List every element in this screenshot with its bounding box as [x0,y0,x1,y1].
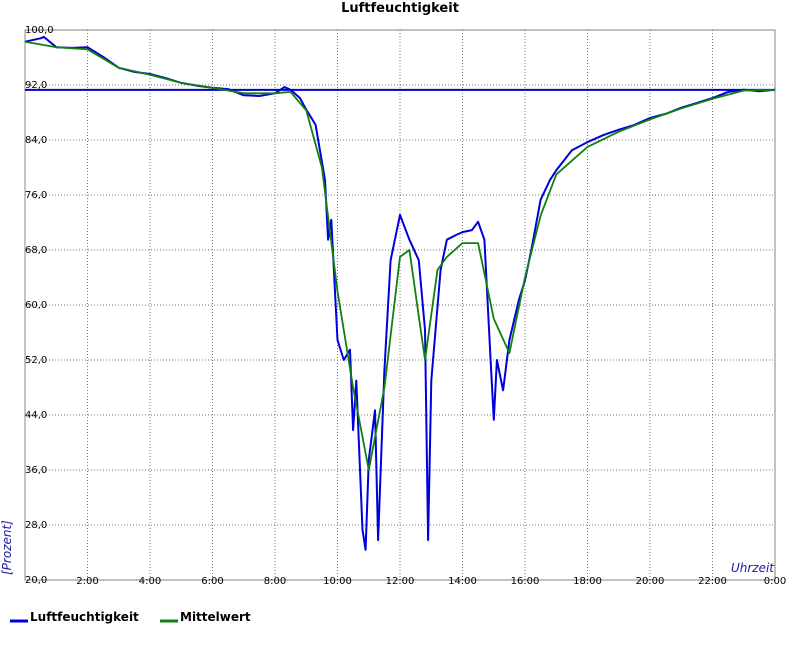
x-tick-label: 0:00 [764,576,786,587]
y-tick-label: 60,0 [25,300,47,311]
data-line [24,35,776,551]
x-tick-label: 12:00 [386,576,415,587]
x-tick-label: 6:00 [201,576,223,587]
y-tick-label: 28,0 [25,520,47,531]
x-tick-label: 10:00 [323,576,352,587]
y-tick-label: 92,0 [25,80,47,91]
x-axis-label: Uhrzeit [731,561,775,575]
legend-label: Mittelwert [180,610,251,624]
x-tick-label: 18:00 [573,576,602,587]
y-axis-label: [Prozent] [0,520,14,575]
x-tick-label: 14:00 [448,576,477,587]
y-tick-label: 20,0 [25,575,47,586]
y-tick-label: 44,0 [25,410,47,421]
y-tick-label: 52,0 [25,355,47,366]
x-tick-label: 8:00 [264,576,286,587]
y-tick-label: 36,0 [25,465,47,476]
chart-title: Luftfeuchtigkeit [341,1,459,16]
x-tick-label: 22:00 [698,576,727,587]
x-tick-label: 2:00 [76,576,98,587]
y-tick-label: 100,0 [25,25,54,36]
x-tick-label: 16:00 [511,576,540,587]
y-tick-label: 68,0 [25,245,47,256]
x-tick-label: 20:00 [636,576,665,587]
x-tick-label: 4:00 [139,576,161,587]
legend-label: Luftfeuchtigkeit [30,610,139,624]
y-tick-label: 84,0 [25,135,47,146]
data-line [24,40,776,471]
y-tick-label: 76,0 [25,190,47,201]
